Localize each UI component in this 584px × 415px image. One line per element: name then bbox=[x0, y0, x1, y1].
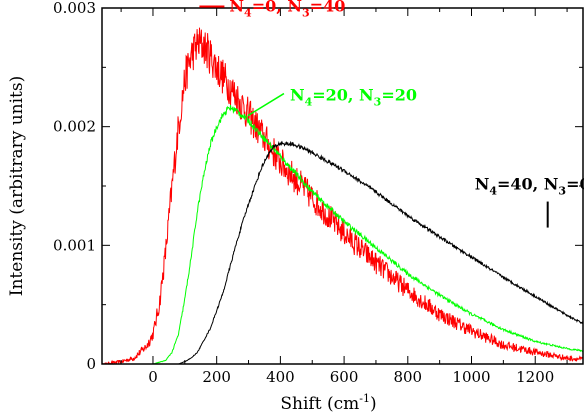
x-tick-label: 200 bbox=[202, 368, 231, 386]
x-axis-title-text: Shift bbox=[280, 394, 321, 414]
x-axis-title: Shift (cm-1) bbox=[280, 392, 376, 414]
y-tick-label: 0 bbox=[86, 355, 96, 373]
y-axis-title: Intensity (arbitrary units) bbox=[7, 76, 27, 296]
series-line-3 bbox=[102, 140, 584, 365]
x-tick-label: 1000 bbox=[452, 368, 490, 386]
labels-layer: 0 200 400 600 800 1000 1200 0 0.001 0.002 0.003 N4=… bbox=[53, 0, 584, 386]
y-tick-label: 0.001 bbox=[53, 236, 96, 254]
y-tick-label: 0.002 bbox=[53, 118, 96, 136]
x-tick-label: 0 bbox=[148, 368, 158, 386]
series-line-1 bbox=[101, 27, 584, 366]
series-line-2 bbox=[102, 105, 584, 365]
x-axis-unit-exp: -1 bbox=[359, 392, 370, 405]
series-label-3: N4=40, N3=0 bbox=[475, 175, 584, 198]
x-tick-label: 1200 bbox=[516, 368, 554, 386]
x-tick-label: 800 bbox=[393, 368, 422, 386]
x-tick-label: 400 bbox=[266, 368, 295, 386]
series-label-2: N4=20, N3=20 bbox=[290, 86, 417, 109]
series-layer bbox=[101, 27, 584, 366]
ticks-layer bbox=[102, 7, 583, 365]
series-label-1: N4=0, N3=40 bbox=[229, 0, 345, 20]
x-tick-label: 600 bbox=[330, 368, 359, 386]
y-tick-label: 0.003 bbox=[53, 0, 96, 17]
series-label-leader-2 bbox=[247, 92, 285, 117]
x-axis-unit: cm bbox=[334, 394, 360, 414]
